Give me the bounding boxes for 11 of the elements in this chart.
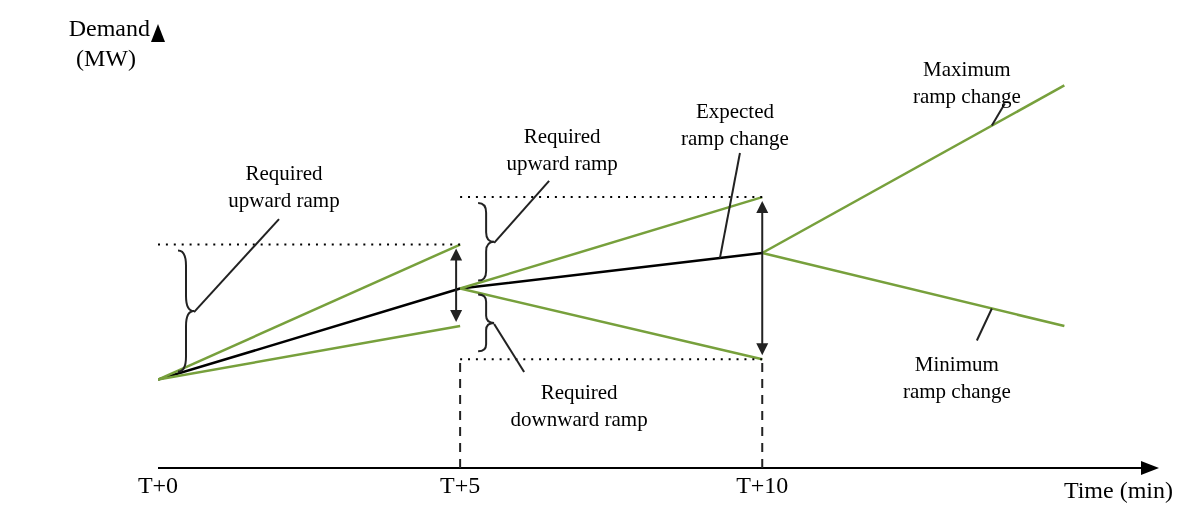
x-axis-title: Time (min) [1063, 477, 1173, 503]
annotation: Maximum ramp change [912, 56, 1021, 108]
x-tick-label: T+10 [736, 472, 789, 499]
annotation: Required upward ramp [506, 123, 618, 175]
annotation: Required downward ramp [510, 379, 648, 431]
annotation: Expected ramp change [681, 98, 789, 150]
annotation: Minimum ramp change [902, 351, 1011, 403]
y-axis-title: Demand (MW) [68, 15, 150, 71]
x-tick-label: T+5 [440, 472, 481, 499]
x-tick-label: T+0 [137, 472, 179, 499]
annotation: Required upward ramp [228, 161, 340, 213]
